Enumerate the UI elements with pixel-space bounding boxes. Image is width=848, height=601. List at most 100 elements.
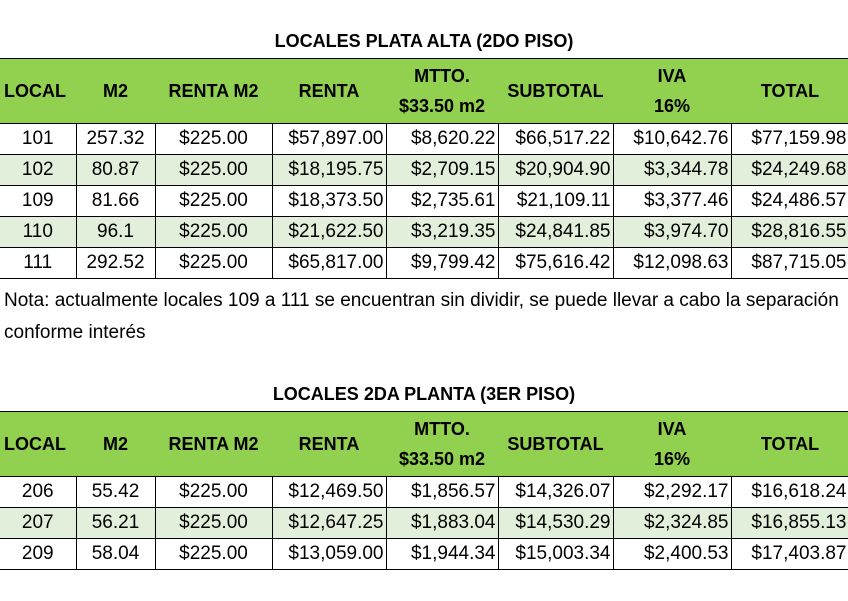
table-cell: $17,403.87 [730,538,848,570]
column-header: RENTA M2 [155,58,272,124]
table-cell: $66,517.22 [497,123,614,155]
table-row: 109 81.66 $225.00 $18,373.50 $2,735.61 $21,10… [0,185,848,217]
column-header: TOTAL [731,411,848,477]
column-header: MTTO. $33.50 m2 [386,58,498,124]
table-cell: $24,841.85 [497,216,614,248]
table-cell: 110 [0,216,77,248]
table-cell: $2,292.17 [612,476,732,508]
table-row: 111 292.52 $225.00 $65,817.00 $9,799.42 $75,6… [0,247,848,279]
table-cell: $3,344.78 [612,154,732,186]
table-row: 110 96.1 $225.00 $21,622.50 $3,219.35 $24,841… [0,216,848,248]
table-cell: $14,326.07 [497,476,614,508]
table-cell: $15,003.34 [497,538,614,570]
column-header-subline: $33.50 m2 [398,96,486,116]
table-row: 101 257.32 $225.00 $57,897.00 $8,620.22 $66,5… [0,123,848,155]
header-row: LOCAL M2 RENTA M2 RENTA MTTO. $33.50 m2 SUBTOT… [0,411,848,477]
column-header: IVA 16% [613,411,731,477]
table-cell: 102 [0,154,77,186]
column-header-line: LOCAL [4,434,66,454]
column-header-line: IVA [657,419,687,439]
column-header-line: M2 [102,434,128,454]
column-header-line: RENTA [298,81,360,101]
table-cell: $12,647.25 [271,507,387,539]
column-header: M2 [76,411,155,477]
column-header: IVA 16% [613,58,731,124]
table-cell: $3,974.70 [612,216,732,248]
table-cell: $77,159.98 [730,123,848,155]
table-row: 207 56.21 $225.00 $12,647.25 $1,883.04 $14,53… [0,507,848,539]
table-cell: $16,855.13 [730,507,848,539]
column-header: SUBTOTAL [498,411,613,477]
column-header-line: MTTO. [414,419,470,439]
table-cell: 96.1 [75,216,156,248]
section-title: LOCALES PLATA ALTA (2DO PISO) [274,31,574,51]
table-cell: $225.00 [154,123,273,155]
locales-table-3er-piso: LOCAL M2 RENTA M2 RENTA MTTO. $33.50 m2 SUBTOT… [0,411,848,570]
column-header-subline: 16% [653,96,691,116]
table-cell: $225.00 [154,247,273,279]
locales-table-2do-piso: LOCAL M2 RENTA M2 RENTA MTTO. $33.50 m2 SUBTOT… [0,58,848,279]
column-header-line: SUBTOTAL [507,81,604,101]
table-cell: $225.00 [154,154,273,186]
table-cell: $2,709.15 [385,154,499,186]
column-header: LOCAL [0,411,76,477]
table-cell: 257.32 [75,123,156,155]
table-cell: $3,219.35 [385,216,499,248]
note-text: Nota: actualmente locales 109 a 111 se e… [4,290,839,343]
column-header: RENTA [272,58,386,124]
table-cell: 109 [0,185,77,217]
table-cell: $28,816.55 [730,216,848,248]
header-row: LOCAL M2 RENTA M2 RENTA MTTO. $33.50 m2 SUBTOT… [0,58,848,124]
table-cell: 292.52 [75,247,156,279]
table-cell: $14,530.29 [497,507,614,539]
table-cell: $24,249.68 [730,154,848,186]
table-cell: $18,195.75 [271,154,387,186]
table-row: 206 55.42 $225.00 $12,469.50 $1,856.57 $14,32… [0,476,848,508]
table-cell: $13,059.00 [271,538,387,570]
column-header-line: MTTO. [414,66,470,86]
table-cell: $1,944.34 [385,538,499,570]
table-cell: $65,817.00 [271,247,387,279]
column-header-line: IVA [657,66,687,86]
table-cell: $20,904.90 [497,154,614,186]
table-cell: $87,715.05 [730,247,848,279]
table-cell: $225.00 [154,507,273,539]
table-cell: $225.00 [154,538,273,570]
table-cell: $21,622.50 [271,216,387,248]
table-cell: $21,109.11 [497,185,614,217]
table-row: 209 58.04 $225.00 $13,059.00 $1,944.34 $15,00… [0,538,848,570]
column-header-line: RENTA [298,434,360,454]
table-cell: $2,735.61 [385,185,499,217]
table-cell: 101 [0,123,77,155]
column-header: LOCAL [0,58,76,124]
table-cell: $225.00 [154,185,273,217]
column-header-line: SUBTOTAL [507,434,604,454]
column-header-subline: 16% [653,449,691,469]
table-cell: $12,469.50 [271,476,387,508]
column-header: TOTAL [731,58,848,124]
table-cell: 207 [0,507,77,539]
table-cell: $57,897.00 [271,123,387,155]
table-cell: 58.04 [75,538,156,570]
table-cell: $8,620.22 [385,123,499,155]
column-header-subline: $33.50 m2 [398,449,486,469]
table-cell: $225.00 [154,216,273,248]
column-header: M2 [76,58,155,124]
table-cell: $9,799.42 [385,247,499,279]
table-cell: $24,486.57 [730,185,848,217]
table-cell: $1,856.57 [385,476,499,508]
column-header: RENTA M2 [155,411,272,477]
table-cell: 80.87 [75,154,156,186]
table-cell: 55.42 [75,476,156,508]
table-cell: $2,324.85 [612,507,732,539]
table-cell: 209 [0,538,77,570]
table-cell: 56.21 [75,507,156,539]
table-cell: 111 [0,247,77,279]
column-header-line: TOTAL [760,81,820,101]
table-cell: $2,400.53 [612,538,732,570]
table-cell: $225.00 [154,476,273,508]
column-header-line: TOTAL [760,434,820,454]
column-header-line: RENTA M2 [168,81,259,101]
column-header-line: M2 [102,81,128,101]
section-title: LOCALES 2DA PLANTA (3ER PISO) [272,384,576,404]
